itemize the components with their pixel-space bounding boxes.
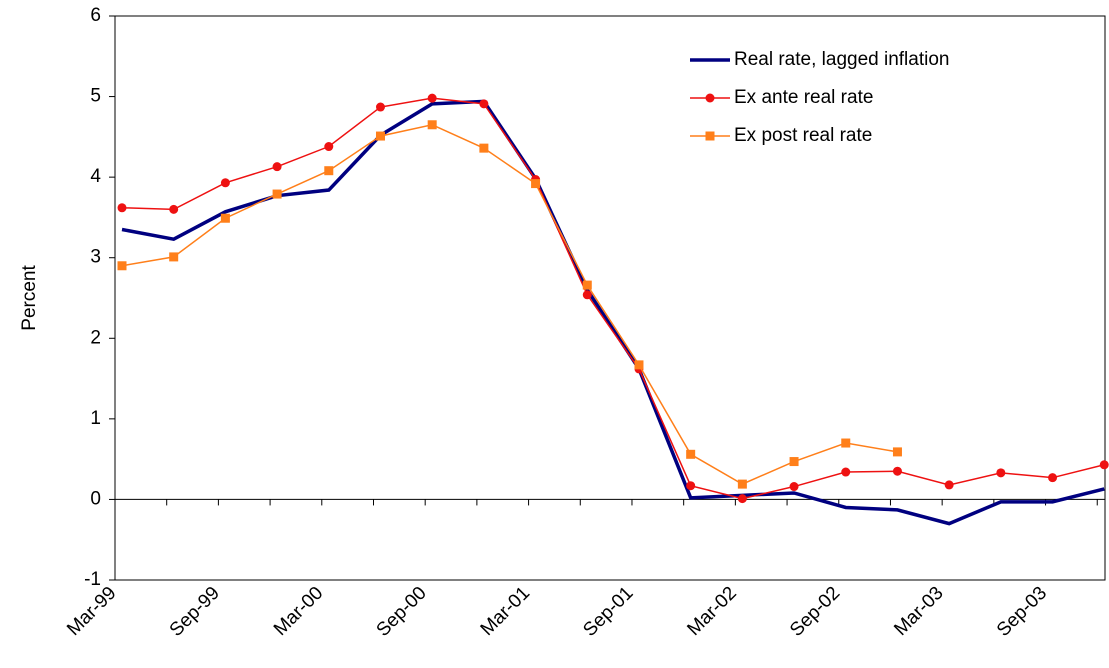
data-point [272,162,282,172]
data-point [892,466,902,476]
data-point [117,261,127,271]
data-point [789,482,799,492]
y-tick-label: 4 [90,166,101,187]
series-line [121,97,1105,500]
y-axis-label: Percent [19,265,40,331]
data-point [1099,460,1109,470]
series-line [121,99,1105,526]
y-tick-label: 3 [90,247,101,268]
data-point [582,280,592,290]
data-point [375,102,385,112]
y-tick-label: 5 [90,86,101,107]
y-tick-label: -1 [84,569,101,590]
data-point [220,213,230,223]
data-point [686,449,696,459]
legend-label: Ex ante real rate [734,87,873,108]
data-point [427,120,437,130]
x-tick-label: Mar-02 [683,583,740,640]
legend-label: Real rate, lagged inflation [734,49,949,70]
data-point [272,189,282,199]
x-tick-label: Sep-01 [579,583,637,641]
data-point [582,290,592,300]
x-tick-label: Sep-00 [373,583,431,641]
data-point [324,142,334,152]
data-point [944,480,954,490]
data-point [1048,473,1058,483]
data-point [789,457,799,467]
data-point [117,203,127,213]
y-tick-label: 2 [90,327,101,348]
data-point [686,481,696,491]
data-point [737,479,747,489]
data-point [841,438,851,448]
x-tick-label: Mar-99 [63,583,120,640]
legend-label: Ex post real rate [734,125,872,146]
data-point [634,360,644,370]
x-tick-label: Sep-03 [993,583,1051,641]
data-point [169,252,179,262]
x-tick-label: Sep-99 [166,583,224,641]
data-point [737,494,747,504]
x-tick-label: Mar-00 [270,583,327,640]
y-tick-label: 1 [90,408,101,429]
data-point [220,178,230,188]
series-line [121,123,898,485]
x-tick-label: Sep-02 [786,583,844,641]
plot-frame [114,15,1106,581]
data-point [841,467,851,477]
data-point [996,468,1006,478]
data-point [479,99,489,109]
legend-marker [705,131,715,141]
data-point [375,131,385,141]
y-tick-label: 6 [90,5,101,26]
data-point [427,93,437,103]
data-point [892,447,902,457]
x-tick-label: Mar-03 [890,583,947,640]
data-point [531,179,541,189]
data-point [324,166,334,176]
legend-marker [705,93,715,103]
data-point [169,204,179,214]
x-tick-label: Mar-01 [477,583,534,640]
y-tick-label: 0 [90,488,101,509]
data-point [479,143,489,153]
